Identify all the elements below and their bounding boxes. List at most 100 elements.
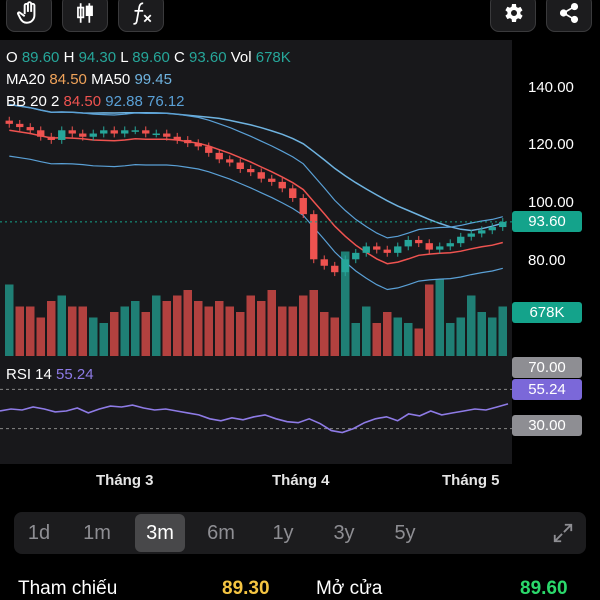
share-button[interactable] [546, 0, 592, 32]
settings-button[interactable] [490, 0, 536, 32]
timeframe-selector: 1d 1m 3m 6m 1y 3y 5y [14, 512, 586, 554]
x-label-thang5: Tháng 5 [442, 472, 500, 489]
candle-body [404, 239, 412, 247]
close-value: 93.60 [189, 49, 227, 66]
candle-body [173, 136, 181, 140]
rsi-low-tag: 30.00 [512, 415, 582, 436]
volume-bar [393, 317, 402, 356]
timeframe-1d[interactable]: 1d [27, 521, 51, 544]
volume-bar [404, 323, 413, 356]
candle-body [16, 123, 24, 128]
candle-body [299, 198, 307, 215]
bb-upper-value: 84.50 [63, 93, 102, 110]
volume-bar [173, 295, 182, 356]
ref-value: 89.30 [222, 578, 270, 599]
rsi-line [0, 403, 509, 434]
candle-body [184, 139, 192, 144]
bb-lower-line [9, 155, 503, 291]
ohlc-legend: O 89.60 H 94.30 L 89.60 C 93.60 Vol 678K [6, 49, 291, 66]
volume-bar [330, 317, 339, 356]
candle-body [5, 120, 13, 124]
candle-body [341, 259, 349, 273]
volume-bar [194, 301, 203, 356]
candle-body [152, 133, 160, 136]
candle-body [278, 181, 286, 189]
candle-body [268, 178, 276, 182]
volume-bar [477, 312, 486, 356]
volume-bar [425, 284, 434, 356]
candle-body [142, 130, 150, 134]
price-tick: 100.00 [528, 194, 574, 211]
chart-panel[interactable] [0, 40, 512, 464]
volume-bar [446, 323, 455, 356]
volume-bar [435, 279, 444, 356]
candle-body [352, 252, 360, 260]
ref-label: Tham chiếu [18, 578, 118, 599]
candlestick-icon [77, 3, 93, 23]
x-label-thang3: Tháng 3 [96, 472, 154, 489]
candle-body [488, 227, 496, 231]
bb-lower-value: 76.12 [146, 93, 185, 110]
volume-bar [183, 290, 192, 356]
price-tick: 80.00 [528, 252, 566, 269]
timeframe-6m[interactable]: 6m [207, 521, 235, 544]
timeframe-1y[interactable]: 1y [272, 521, 294, 544]
volume-bar [498, 306, 507, 356]
candle-body [289, 188, 297, 199]
candle-body [383, 249, 391, 253]
volume-bar [131, 301, 140, 356]
indicators-button[interactable] [118, 0, 164, 32]
volume-bar [320, 312, 329, 356]
volume-bar [152, 295, 161, 356]
volume-bar [99, 323, 108, 356]
open-label: Mở cửa [316, 578, 383, 599]
hand-icon [17, 1, 36, 24]
candle-body [100, 130, 108, 134]
price-chart[interactable] [0, 0, 600, 470]
timeframe-5y[interactable]: 5y [394, 521, 416, 544]
bb-upper-line [9, 103, 503, 239]
volume-bar [257, 301, 266, 356]
fullscreen-button[interactable] [538, 512, 588, 554]
open-value: 89.60 [21, 49, 60, 66]
timeframe-3m[interactable]: 3m [135, 514, 185, 552]
timeframe-1m[interactable]: 1m [83, 521, 111, 544]
candle-body [373, 246, 381, 250]
volume-bar [204, 306, 213, 356]
volume-bar [162, 301, 171, 356]
toolbar [0, 0, 600, 38]
price-tick: 120.00 [528, 136, 574, 153]
candle-body [163, 133, 171, 137]
ma20-line [9, 129, 503, 265]
volume-bar [68, 306, 77, 356]
volume-bar [215, 301, 224, 356]
candle-body [26, 127, 34, 131]
rsi-high-tag: 70.00 [512, 357, 582, 378]
candle-body [215, 152, 223, 160]
function-icon [133, 2, 152, 25]
ma50-value: 99.45 [134, 71, 172, 88]
volume-bar [47, 301, 56, 356]
volume-bar [488, 317, 497, 356]
volume-bar [141, 312, 150, 356]
volume-bar [26, 306, 35, 356]
volume-bar [309, 290, 318, 356]
volume-tag: 678K [512, 302, 582, 323]
candle-body [236, 162, 244, 169]
candle-body [68, 130, 76, 134]
candle-body [499, 221, 507, 228]
timeframe-3y[interactable]: 3y [333, 521, 355, 544]
chart-type-button[interactable] [62, 0, 108, 32]
ma50-line [9, 103, 504, 232]
volume-bar [362, 306, 371, 356]
candle-body [226, 159, 234, 163]
hand-tool-button[interactable] [6, 0, 52, 32]
candle-body [446, 243, 454, 247]
volume-bar [120, 306, 129, 356]
volume-bar [414, 328, 423, 356]
volume-bar [267, 290, 276, 356]
open-price-value: 89.60 [520, 578, 568, 599]
rsi-legend: RSI 14 55.24 [6, 366, 94, 383]
candle-body [58, 130, 66, 140]
candle-body [79, 133, 87, 137]
